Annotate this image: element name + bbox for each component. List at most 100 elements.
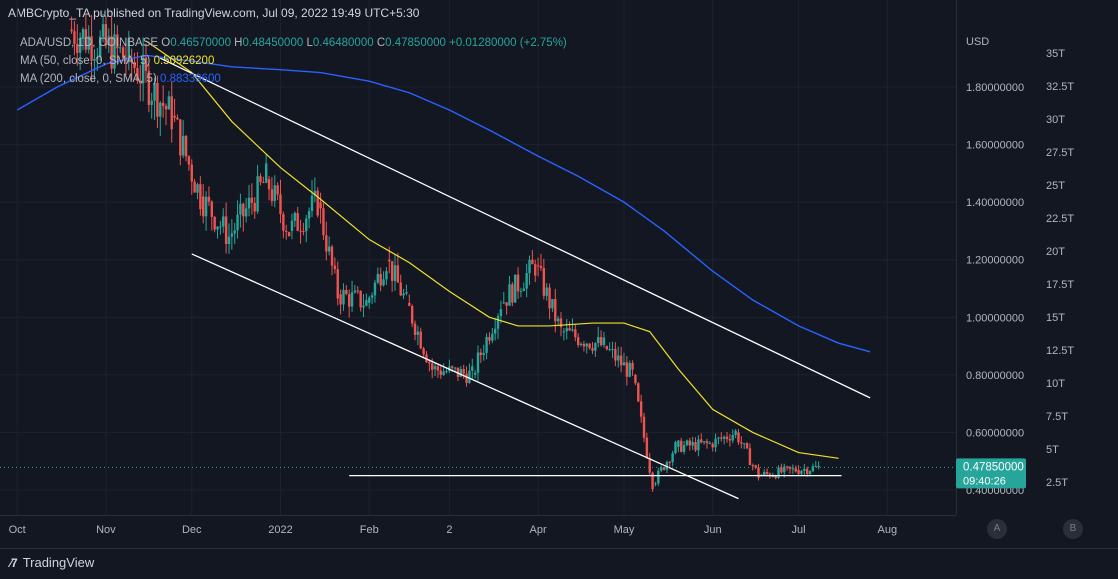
candle-body xyxy=(431,363,434,370)
legend-ma200-row: MA (200, close, 0, SMA, 5) 0.88339600 xyxy=(20,70,567,88)
candle-body xyxy=(359,290,362,308)
candle xyxy=(305,214,308,243)
candle xyxy=(585,342,588,354)
candle-body xyxy=(594,342,597,351)
auto-scale-button[interactable]: A xyxy=(987,519,1007,539)
legend-ma50-label[interactable]: MA (50, close, 0, SMA, 5) xyxy=(20,55,151,67)
legend-ma200-label[interactable]: MA (200, close, 0, SMA, 5) xyxy=(20,73,157,85)
candle-body xyxy=(310,195,314,212)
candle-body xyxy=(791,468,795,470)
candle-body xyxy=(436,366,440,371)
candle xyxy=(579,342,583,347)
candle-body xyxy=(247,197,251,209)
candle xyxy=(677,440,680,453)
candle-body xyxy=(416,331,420,335)
candle-body xyxy=(256,176,259,212)
candle xyxy=(210,200,214,231)
candle-body xyxy=(199,184,202,210)
candle-body xyxy=(748,448,752,466)
candle-body xyxy=(327,246,331,252)
candle xyxy=(539,253,543,272)
time-tick-label: 2 xyxy=(446,524,452,536)
candle xyxy=(199,176,202,216)
candle-body xyxy=(453,367,457,369)
candle xyxy=(720,432,723,442)
candle-body xyxy=(113,34,116,69)
candle xyxy=(239,193,242,228)
candle-body xyxy=(222,216,225,227)
candle xyxy=(645,432,649,459)
candle-body xyxy=(665,462,669,470)
candle-body xyxy=(385,271,388,280)
candle-body xyxy=(405,292,408,294)
candle-body xyxy=(554,298,557,322)
legend-symbol[interactable]: ADA/USD, 1D, COINBASE xyxy=(20,37,159,49)
candle xyxy=(233,222,236,244)
candle-body xyxy=(639,401,643,417)
candle xyxy=(73,21,76,56)
candle-body xyxy=(336,269,339,299)
volume-tick-label: 2.5T xyxy=(1046,477,1068,489)
candle-body xyxy=(345,289,348,295)
candle-body xyxy=(496,316,500,329)
candle xyxy=(654,481,657,487)
candle-body xyxy=(465,373,468,383)
candle xyxy=(267,175,271,201)
price-chart[interactable]: USD 1.80000000 1.60000000 1.40000000 1.20000… xyxy=(0,0,1118,548)
candle-body xyxy=(419,331,422,349)
candle-body xyxy=(711,443,714,448)
candle-body xyxy=(179,119,182,156)
candle xyxy=(708,441,712,445)
ma200-line xyxy=(16,54,871,353)
candle xyxy=(591,342,594,355)
volume-tick-label: 25T xyxy=(1046,180,1065,192)
legend-ma50-row: MA (50, close, 0, SMA, 5) 0.50926200 xyxy=(20,52,567,70)
candle xyxy=(508,275,511,306)
candle-body xyxy=(356,290,359,292)
candle xyxy=(262,176,265,184)
candle xyxy=(164,103,168,126)
candle-body xyxy=(413,323,417,335)
candle-body xyxy=(545,287,548,296)
candle-body xyxy=(390,261,394,281)
candle xyxy=(302,222,305,236)
candle-body xyxy=(757,467,760,478)
candle-body xyxy=(680,440,683,452)
candle-body xyxy=(685,440,689,446)
candle-body xyxy=(216,226,219,230)
candle xyxy=(370,292,374,305)
time-axis-border xyxy=(0,515,956,516)
price-tick-label: 0.60000000 xyxy=(966,427,1024,439)
candle xyxy=(379,267,382,292)
candle-body xyxy=(368,297,371,303)
candle-body xyxy=(402,293,405,296)
candle-body xyxy=(479,352,483,355)
candle xyxy=(548,283,551,320)
candle-body xyxy=(362,305,365,308)
tradingview-brand[interactable]: ⁄7 TradingView xyxy=(10,555,94,570)
candle-body xyxy=(90,36,93,61)
scale-b-button[interactable]: B xyxy=(1063,519,1083,539)
candle xyxy=(659,465,663,473)
candle xyxy=(176,114,179,121)
candle-body xyxy=(539,265,543,269)
candle xyxy=(113,23,116,74)
candle-body xyxy=(468,370,471,383)
candle-body xyxy=(599,337,603,346)
candle xyxy=(327,236,331,256)
time-tick-label: Jul xyxy=(792,524,806,536)
volume-tick-label: 12.5T xyxy=(1046,345,1074,357)
candle-body xyxy=(522,288,525,291)
candle xyxy=(253,197,256,219)
candle-body xyxy=(582,343,586,347)
candle-body xyxy=(702,441,706,443)
candles xyxy=(70,13,820,492)
candle-body xyxy=(396,265,400,283)
candle-body xyxy=(73,31,76,44)
legend-open-label: O xyxy=(161,37,171,49)
candle xyxy=(247,184,251,217)
candle xyxy=(279,179,282,223)
price-axis-border xyxy=(956,0,957,515)
candle xyxy=(797,465,800,476)
candle xyxy=(368,295,371,309)
